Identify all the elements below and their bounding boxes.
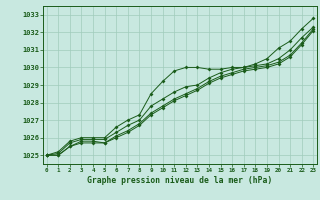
X-axis label: Graphe pression niveau de la mer (hPa): Graphe pression niveau de la mer (hPa) xyxy=(87,176,273,185)
